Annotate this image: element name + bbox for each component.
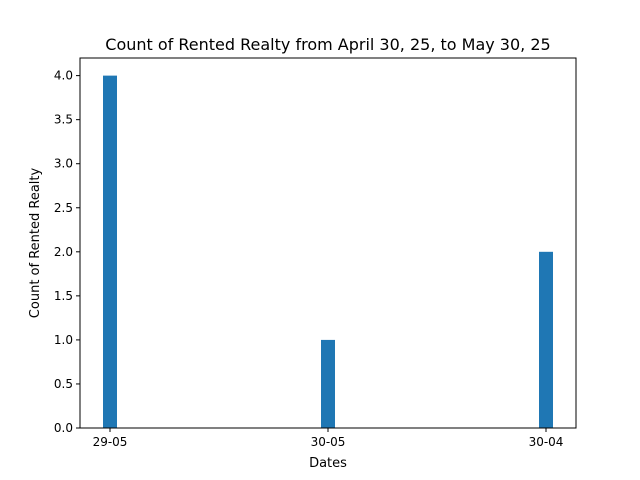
y-tick-label: 1.0: [54, 333, 73, 347]
bar-30-04: [539, 251, 553, 428]
y-tick-label: 2.0: [54, 245, 73, 259]
y-tick-label: 1.5: [54, 289, 73, 303]
y-tick-label: 3.5: [54, 113, 73, 127]
y-tick-label: 4.0: [54, 69, 73, 83]
bars-layer: [103, 75, 553, 428]
y-tick-label: 0.5: [54, 377, 73, 391]
x-axis-label: Dates: [309, 456, 347, 471]
chart-title: Count of Rented Realty from April 30, 25…: [105, 35, 550, 54]
x-tick-label: 30-05: [311, 435, 346, 449]
x-tick-label: 29-05: [93, 435, 128, 449]
y-axis-label: Count of Rented Realty: [28, 168, 43, 319]
y-tick-label: 3.0: [54, 157, 73, 171]
y-tick-label: 2.5: [54, 201, 73, 215]
y-tick-label: 0.0: [54, 421, 73, 435]
x-axis-ticks: 29-05 30-05 30-04: [93, 428, 564, 449]
y-axis-ticks: 0.0 0.5 1.0 1.5 2.0 2.5 3.0 3.5 4.0: [54, 69, 80, 435]
x-tick-label: 30-04: [529, 435, 564, 449]
bar-30-05: [321, 339, 335, 428]
bar-29-05: [103, 75, 117, 428]
